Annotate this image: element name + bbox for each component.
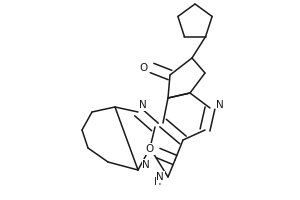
- Text: N: N: [142, 160, 150, 170]
- Text: O: O: [146, 144, 154, 154]
- Text: N: N: [156, 172, 164, 182]
- Text: H: H: [154, 177, 162, 187]
- Text: O: O: [140, 63, 148, 73]
- Text: N: N: [139, 100, 147, 110]
- Text: N: N: [216, 100, 224, 110]
